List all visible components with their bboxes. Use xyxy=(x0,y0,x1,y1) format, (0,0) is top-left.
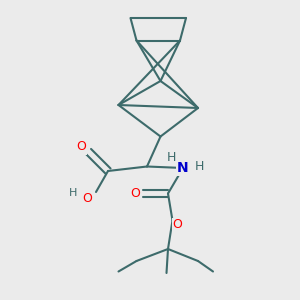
Text: H: H xyxy=(68,188,77,199)
Text: O: O xyxy=(76,140,86,154)
Text: H: H xyxy=(166,151,176,164)
Text: O: O xyxy=(173,218,182,232)
Text: H: H xyxy=(195,160,204,173)
Text: O: O xyxy=(82,191,92,205)
Text: N: N xyxy=(177,161,189,175)
Text: O: O xyxy=(131,187,140,200)
